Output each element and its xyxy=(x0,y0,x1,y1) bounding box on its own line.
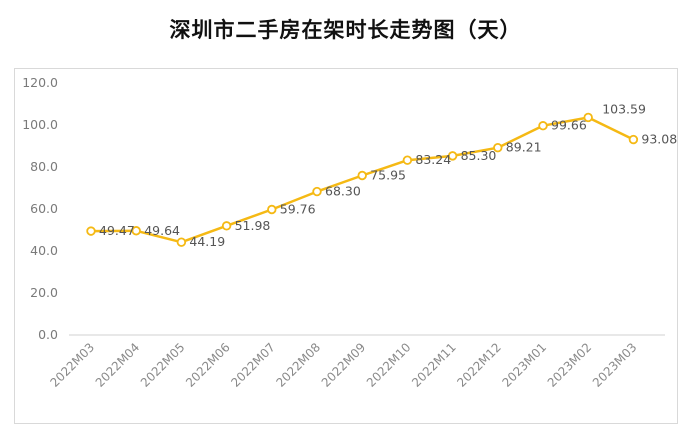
data-label: 89.21 xyxy=(506,140,542,155)
data-point xyxy=(86,226,96,236)
x-tick-label: 2022M04 xyxy=(93,340,143,390)
data-label: 85.30 xyxy=(461,148,497,163)
x-tick-label: 2022M11 xyxy=(409,340,459,390)
data-point xyxy=(583,112,593,123)
x-tick-label: 2022M10 xyxy=(364,340,414,390)
data-label: 75.95 xyxy=(370,168,406,183)
y-tick-label: 20.0 xyxy=(30,285,58,300)
data-label: 59.76 xyxy=(280,202,316,217)
x-tick-label: 2022M09 xyxy=(319,340,369,390)
y-tick-label: 100.0 xyxy=(22,117,58,132)
y-tick-label: 80.0 xyxy=(30,159,58,174)
x-tick-label: 2022M07 xyxy=(228,340,278,390)
x-tick-label: 2022M05 xyxy=(138,340,188,390)
chart-frame xyxy=(14,68,678,424)
data-point xyxy=(628,134,639,145)
data-label: 49.47 xyxy=(99,223,135,238)
data-point xyxy=(357,170,367,181)
data-point xyxy=(221,221,232,231)
data-point xyxy=(402,155,413,165)
data-point xyxy=(131,226,141,236)
chart-title: 深圳市二手房在架时长走势图（天） xyxy=(169,18,522,42)
x-tick-label: 2023M01 xyxy=(500,340,550,390)
data-point xyxy=(447,151,458,161)
data-point xyxy=(267,204,277,215)
data-label: 44.19 xyxy=(189,234,225,249)
x-axis: 2022M032022M042022M052022M062022M072022M… xyxy=(48,340,640,390)
data-point xyxy=(176,237,187,247)
x-tick-label: 2022M12 xyxy=(454,340,504,390)
data-label: 103.59 xyxy=(602,101,646,116)
data-labels: 49.47 49.64 44.19 51.98 59.76 68.30 75.95 83.24… xyxy=(99,101,677,249)
y-tick-label: 0.0 xyxy=(38,327,58,342)
y-axis: 0.0 20.0 40.0 60.0 80.0 100.0 120.0 xyxy=(22,75,58,342)
y-tick-label: 120.0 xyxy=(22,75,58,90)
data-point xyxy=(493,142,503,153)
data-label: 83.24 xyxy=(415,152,451,167)
y-tick-label: 40.0 xyxy=(30,243,58,258)
data-point xyxy=(312,186,322,197)
data-label: 68.30 xyxy=(325,184,361,199)
data-point xyxy=(538,121,548,131)
x-tick-label: 2023M02 xyxy=(545,340,595,390)
data-label: 49.64 xyxy=(144,223,180,238)
y-tick-label: 60.0 xyxy=(30,201,58,216)
x-tick-label: 2022M03 xyxy=(48,340,98,390)
x-tick-label: 2022M08 xyxy=(274,340,324,390)
series-markers xyxy=(86,112,639,247)
x-tick-label: 2022M06 xyxy=(183,340,233,390)
data-label: 51.98 xyxy=(235,218,271,233)
data-label: 93.08 xyxy=(641,132,677,147)
x-tick-label: 2023M03 xyxy=(590,340,640,390)
data-label: 99.66 xyxy=(551,118,587,133)
